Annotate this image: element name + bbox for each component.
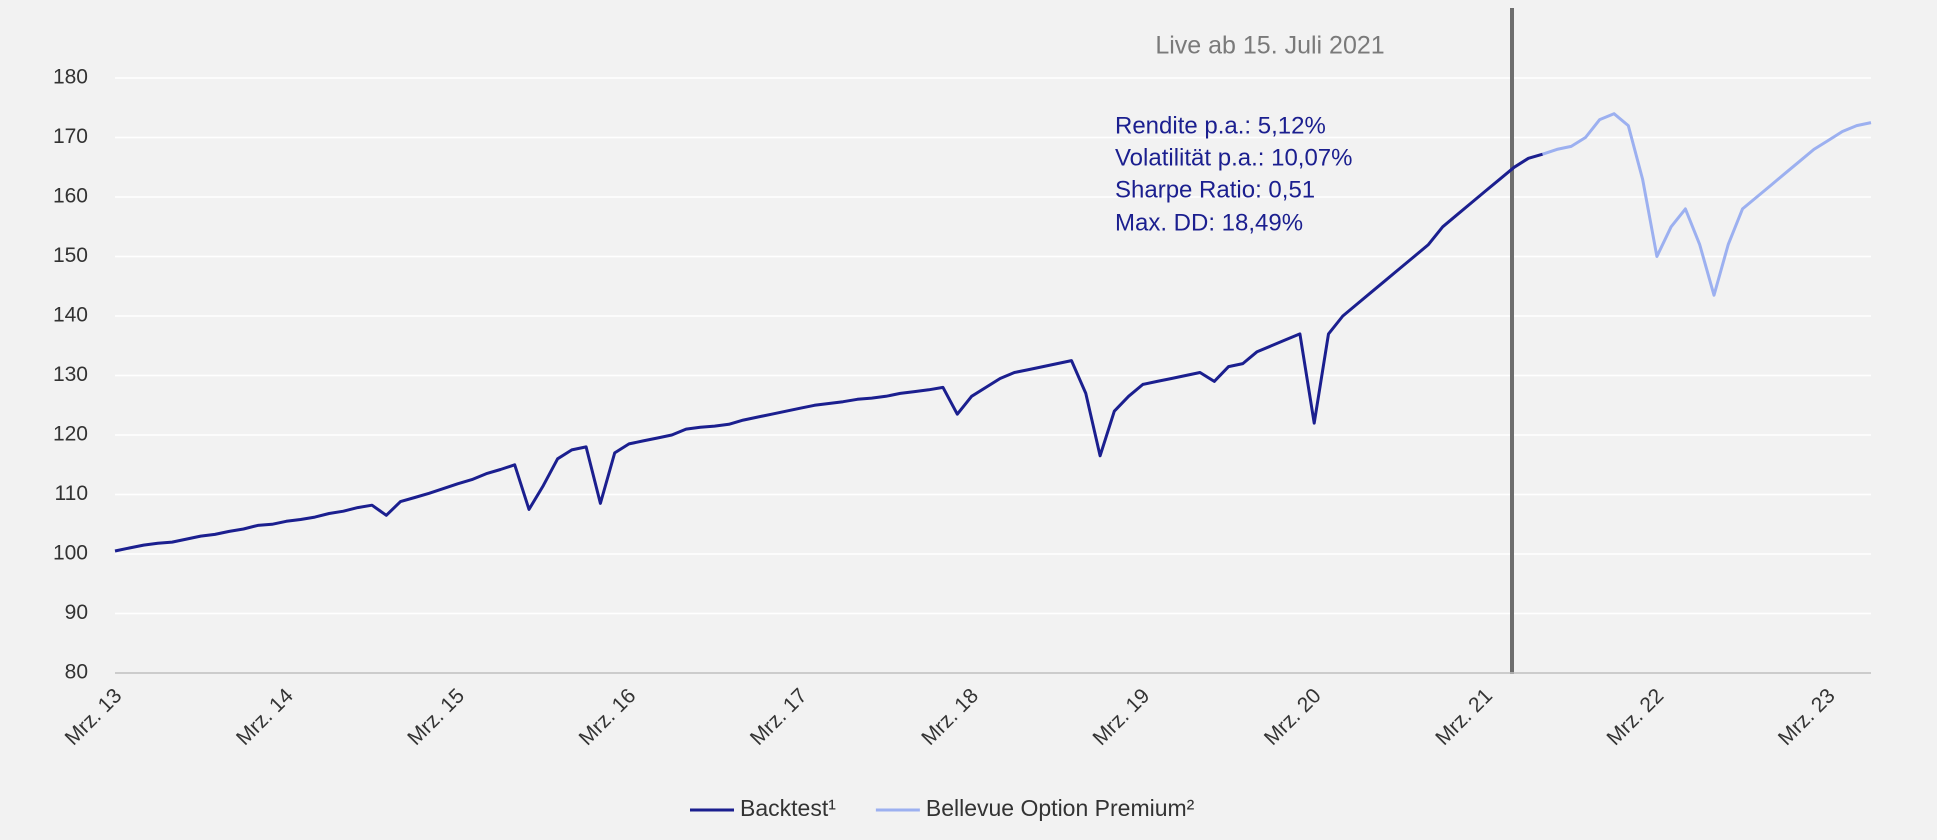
legend-label: Bellevue Option Premium²: [926, 795, 1195, 821]
y-tick-label: 100: [53, 542, 88, 565]
y-tick-label: 120: [53, 423, 88, 446]
live-label: Live ab 15. Juli 2021: [1155, 32, 1384, 60]
y-tick-label: 150: [53, 244, 88, 267]
y-tick-label: 130: [53, 363, 88, 386]
y-tick-label: 180: [53, 66, 88, 89]
y-tick-label: 170: [53, 125, 88, 148]
y-tick-label: 90: [65, 601, 88, 624]
y-tick-label: 80: [65, 661, 88, 684]
y-tick-label: 110: [55, 482, 88, 505]
stat: Rendite p.a.: 5,12%: [1115, 112, 1326, 139]
stats: Rendite p.a.: 5,12% Volatilität p.a.: 10…: [1115, 112, 1353, 236]
grid: [115, 77, 1871, 674]
series-line: [1542, 112, 1872, 297]
stat: Max. DD: 18,49%: [1115, 209, 1303, 236]
stat: Sharpe Ratio: 0,51: [1115, 176, 1315, 203]
series-line: [114, 152, 1544, 553]
y-tick-label: 160: [53, 185, 88, 208]
y-tick-label: 140: [53, 304, 88, 327]
stat: Volatilität p.a.: 10,07%: [1115, 144, 1353, 171]
legend-label: Backtest¹: [740, 795, 836, 821]
